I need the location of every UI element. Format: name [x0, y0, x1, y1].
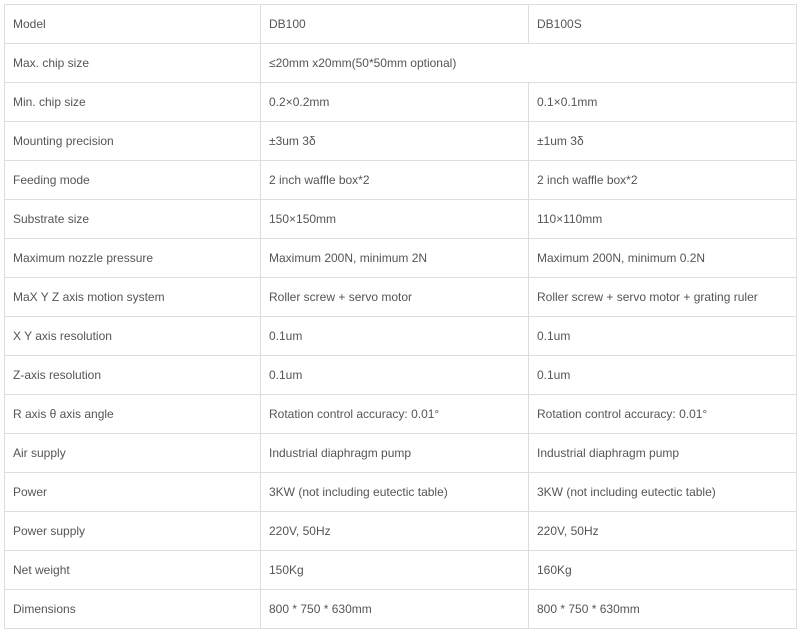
- spec-value: Rotation control accuracy: 0.01°: [261, 395, 529, 434]
- table-row: R axis θ axis angle Rotation control acc…: [5, 395, 797, 434]
- table-row: Model DB100 DB100S: [5, 5, 797, 44]
- spec-value: 0.1um: [529, 317, 797, 356]
- spec-value: 0.1um: [529, 356, 797, 395]
- table-row: Feeding mode 2 inch waffle box*2 2 inch …: [5, 161, 797, 200]
- spec-label: X Y axis resolution: [5, 317, 261, 356]
- spec-label: Min. chip size: [5, 83, 261, 122]
- spec-table: Model DB100 DB100S Max. chip size ≤20mm …: [4, 4, 797, 629]
- header-cell-model: Model: [5, 5, 261, 44]
- spec-value: 800 * 750 * 630mm: [529, 590, 797, 629]
- spec-label: Net weight: [5, 551, 261, 590]
- header-cell-db100s: DB100S: [529, 5, 797, 44]
- spec-value: ±3um 3δ: [261, 122, 529, 161]
- table-row: Substrate size 150×150mm 110×110mm: [5, 200, 797, 239]
- spec-value: 110×110mm: [529, 200, 797, 239]
- table-row: Dimensions 800 * 750 * 630mm 800 * 750 *…: [5, 590, 797, 629]
- table-row: MaX Y Z axis motion system Roller screw …: [5, 278, 797, 317]
- spec-value: 2 inch waffle box*2: [529, 161, 797, 200]
- spec-label: Z-axis resolution: [5, 356, 261, 395]
- spec-value: 2 inch waffle box*2: [261, 161, 529, 200]
- table-row: Z-axis resolution 0.1um 0.1um: [5, 356, 797, 395]
- spec-value: 150Kg: [261, 551, 529, 590]
- spec-value: 150×150mm: [261, 200, 529, 239]
- spec-value: Industrial diaphragm pump: [529, 434, 797, 473]
- spec-label: Feeding mode: [5, 161, 261, 200]
- table-row: Power supply 220V, 50Hz 220V, 50Hz: [5, 512, 797, 551]
- table-row: Maximum nozzle pressure Maximum 200N, mi…: [5, 239, 797, 278]
- table-row: Net weight 150Kg 160Kg: [5, 551, 797, 590]
- spec-label: Power supply: [5, 512, 261, 551]
- spec-label: Max. chip size: [5, 44, 261, 83]
- spec-value: Maximum 200N, minimum 0.2N: [529, 239, 797, 278]
- table-row: X Y axis resolution 0.1um 0.1um: [5, 317, 797, 356]
- table-row: Power 3KW (not including eutectic table)…: [5, 473, 797, 512]
- table-row: Air supply Industrial diaphragm pump Ind…: [5, 434, 797, 473]
- spec-value: 0.2×0.2mm: [261, 83, 529, 122]
- spec-value: 3KW (not including eutectic table): [529, 473, 797, 512]
- spec-value: 800 * 750 * 630mm: [261, 590, 529, 629]
- spec-value: 0.1um: [261, 317, 529, 356]
- spec-value: ±1um 3δ: [529, 122, 797, 161]
- spec-label: Maximum nozzle pressure: [5, 239, 261, 278]
- spec-label: Power: [5, 473, 261, 512]
- spec-label: Mounting precision: [5, 122, 261, 161]
- spec-value: 220V, 50Hz: [261, 512, 529, 551]
- spec-value: Industrial diaphragm pump: [261, 434, 529, 473]
- spec-value: 160Kg: [529, 551, 797, 590]
- header-cell-db100: DB100: [261, 5, 529, 44]
- spec-label: Air supply: [5, 434, 261, 473]
- table-row: Mounting precision ±3um 3δ ±1um 3δ: [5, 122, 797, 161]
- spec-value: 0.1×0.1mm: [529, 83, 797, 122]
- spec-label: R axis θ axis angle: [5, 395, 261, 434]
- spec-value: 3KW (not including eutectic table): [261, 473, 529, 512]
- spec-value: 220V, 50Hz: [529, 512, 797, 551]
- spec-value: Roller screw + servo motor + grating rul…: [529, 278, 797, 317]
- spec-value: Rotation control accuracy: 0.01°: [529, 395, 797, 434]
- spec-value: Maximum 200N, minimum 2N: [261, 239, 529, 278]
- spec-label: Dimensions: [5, 590, 261, 629]
- spec-value: ≤20mm x20mm(50*50mm optional): [261, 44, 797, 83]
- spec-value: Roller screw + servo motor: [261, 278, 529, 317]
- spec-label: Substrate size: [5, 200, 261, 239]
- table-row: Min. chip size 0.2×0.2mm 0.1×0.1mm: [5, 83, 797, 122]
- spec-label: MaX Y Z axis motion system: [5, 278, 261, 317]
- spec-value: 0.1um: [261, 356, 529, 395]
- table-row: Max. chip size ≤20mm x20mm(50*50mm optio…: [5, 44, 797, 83]
